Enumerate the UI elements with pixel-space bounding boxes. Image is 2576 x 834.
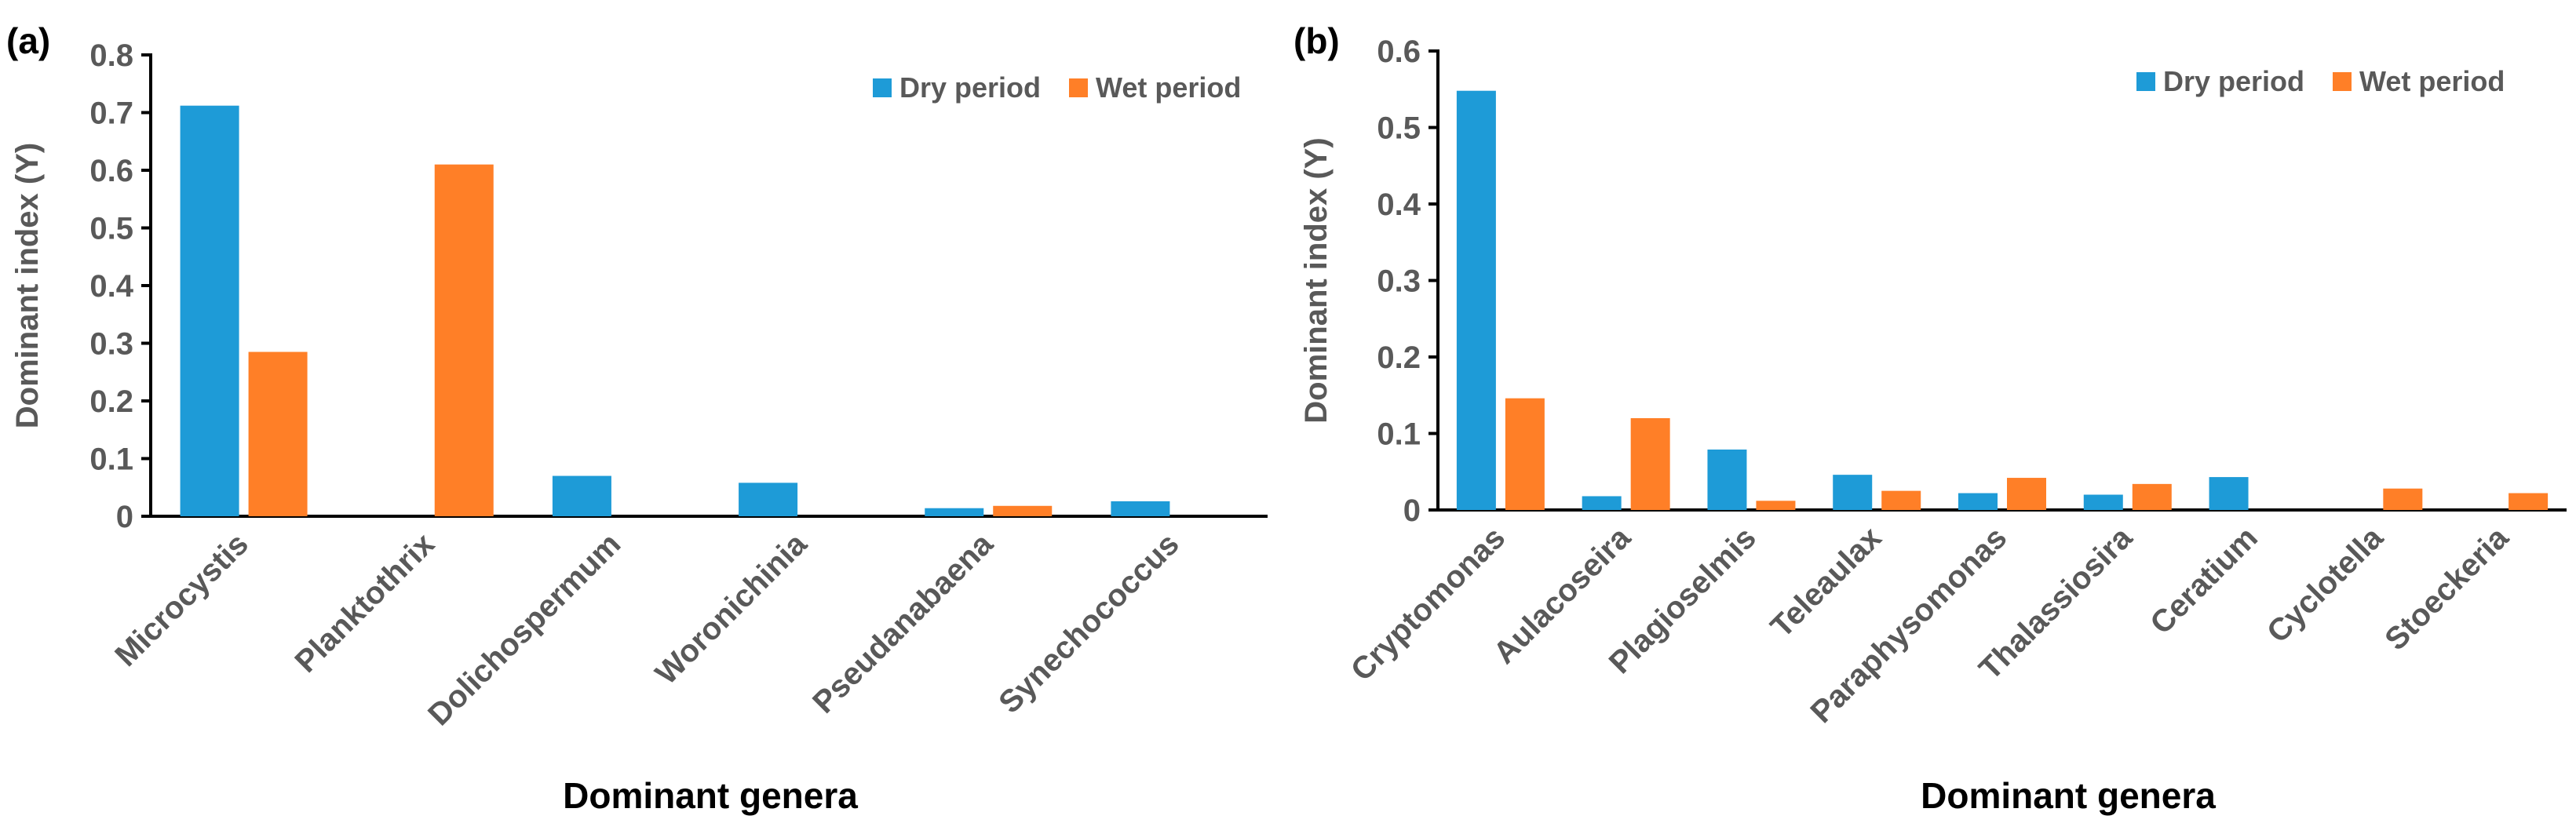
x-tick-label-planktothrix: Planktothrix	[289, 526, 442, 679]
x-axis-title: Dominant genera	[1921, 775, 2216, 816]
legend-swatch-dry	[2136, 72, 2155, 91]
bar-wet-pseudanabaena	[993, 505, 1053, 516]
x-tick-label-stoeckeria: Stoeckeria	[2378, 520, 2516, 657]
x-tick-label-woronichinia: Woronichinia	[649, 526, 814, 691]
bar-dry-plagioselmis	[1707, 449, 1747, 510]
y-tick-label: 0.4	[1377, 188, 1421, 222]
y-tick-label: 0.3	[1377, 264, 1421, 299]
y-tick-label: 0.2	[89, 384, 133, 419]
bar-wet-teleaulax	[1881, 490, 1921, 510]
y-tick-label: 0.1	[89, 442, 133, 477]
x-axis-title: Dominant genera	[563, 775, 858, 816]
y-tick-label: 0.6	[1377, 35, 1421, 69]
legend-label-wet: Wet period	[2359, 65, 2505, 97]
legend-swatch-dry	[873, 78, 892, 97]
bar-wet-aulacoseira	[1630, 418, 1670, 510]
legend-swatch-wet	[1069, 78, 1088, 97]
y-tick-label: 0.7	[89, 97, 133, 131]
bar-wet-cyclotella	[2383, 488, 2423, 510]
x-tick-label-synechococcus: Synechococcus	[992, 526, 1185, 719]
bar-dry-woronichinia	[739, 483, 798, 516]
panel-label-a: (a)	[6, 20, 50, 61]
bar-dry-synechococcus	[1111, 501, 1170, 516]
bar-dry-teleaulax	[1833, 475, 1873, 510]
y-tick-label: 0.3	[89, 327, 133, 362]
legend-label-dry: Dry period	[899, 71, 1041, 104]
y-axis-title: Dominant index (Y)	[10, 143, 45, 428]
bar-dry-thalassiosira	[2083, 494, 2123, 510]
chart-panel-b: (b) 0 0.1 0.2 0.3 0.4 0.5 0.6 Dominant index (Y)…	[1293, 20, 2567, 816]
bar-wet-cryptomonas	[1505, 398, 1545, 510]
x-tick-label-cryptomonas: Cryptomonas	[1345, 520, 1512, 687]
x-tick-label-microcystis: Microcystis	[108, 526, 255, 673]
x-tick-label-ceratium: Ceratium	[2144, 520, 2264, 641]
bar-wet-plagioselmis	[1756, 501, 1796, 510]
y-tick-label: 0.6	[89, 154, 133, 188]
legend-swatch-wet	[2333, 72, 2352, 91]
y-tick-label: 0.5	[1377, 111, 1421, 146]
y-axis-title: Dominant index (Y)	[1299, 137, 1334, 423]
y-tick-label: 0.8	[89, 38, 133, 73]
bar-dry-dolichospermum	[552, 475, 611, 516]
y-tick-label: 0	[1403, 493, 1421, 528]
bar-wet-thalassiosira	[2132, 483, 2172, 510]
x-tick-label-teleaulax: Teleaulax	[1764, 520, 1888, 644]
bar-wet-paraphysomonas	[2007, 478, 2046, 510]
bar-dry-aulacoseira	[1582, 496, 1622, 510]
panel-label-b: (b)	[1293, 20, 1340, 61]
y-tick-label: 0	[116, 500, 133, 534]
bar-wet-stoeckeria	[2508, 493, 2549, 510]
chart-panel-a: (a) 0 0.1 0.2 0.3 0.4 0.5 0.6 0.7 0.8 Dominant ind…	[6, 20, 1268, 816]
bar-dry-ceratium	[2209, 477, 2249, 510]
y-tick-label: 0.4	[89, 269, 133, 304]
legend-label-wet: Wet period	[1096, 71, 1241, 104]
y-tick-label: 0.1	[1377, 417, 1421, 452]
x-tick-label-cyclotella: Cyclotella	[2260, 520, 2390, 650]
bar-dry-cryptomonas	[1456, 90, 1496, 510]
y-tick-label: 0.5	[89, 212, 133, 246]
x-tick-label-pseudanabaena: Pseudanabaena	[806, 526, 1000, 720]
legend-label-dry: Dry period	[2163, 65, 2304, 97]
y-tick-label: 0.2	[1377, 341, 1421, 375]
bar-dry-pseudanabaena	[925, 508, 984, 516]
bar-dry-paraphysomonas	[1958, 493, 1998, 510]
bar-wet-microcystis	[248, 351, 308, 516]
x-tick-label-dolichospermum: Dolichospermum	[421, 526, 627, 732]
bar-dry-microcystis	[180, 105, 239, 516]
bar-wet-planktothrix	[434, 164, 494, 516]
